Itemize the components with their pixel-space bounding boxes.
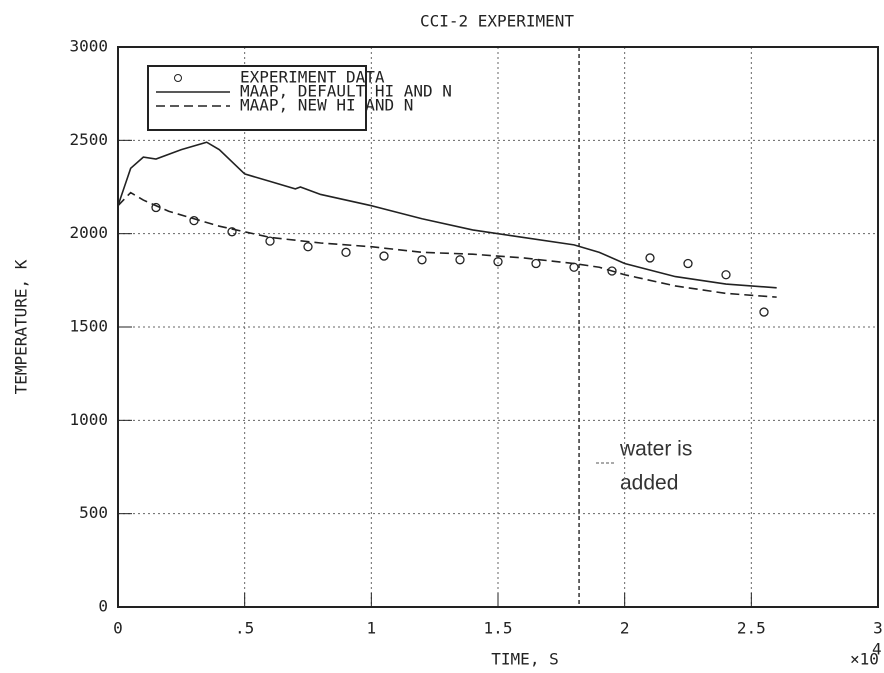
- data-point: [569, 262, 579, 272]
- y-tick-label: 1500: [69, 317, 108, 336]
- y-tick-label: 1000: [69, 410, 108, 429]
- data-point: [379, 251, 389, 261]
- data-point: [455, 255, 465, 265]
- data-point: [417, 255, 427, 265]
- legend-label: MAAP, DEFAULT HI AND N: [240, 82, 452, 101]
- data-point: [493, 257, 503, 267]
- legend-label: EXPERIMENT DATA: [240, 68, 385, 87]
- legend-frame: [147, 65, 367, 131]
- series-line: [117, 141, 777, 289]
- data-point: [265, 236, 275, 246]
- chart-title: CCI-2 EXPERIMENT: [420, 12, 574, 31]
- y-tick-label: 2000: [69, 223, 108, 242]
- y-tick-label: 3000: [69, 37, 108, 56]
- y-axis-label: TEMPERATURE, K: [12, 259, 31, 394]
- plot-frame: [117, 46, 879, 608]
- data-point: [531, 258, 541, 269]
- x-tick-label: 2: [620, 619, 630, 638]
- data-point: [227, 227, 237, 237]
- y-tick-label: 0: [98, 597, 108, 616]
- x-tick-label: 3: [873, 619, 883, 638]
- x-tick-label: 1: [367, 619, 377, 638]
- x-tick-label: 0: [113, 619, 123, 638]
- x-tick-label: 1.5: [484, 619, 513, 638]
- legend-marker: [174, 74, 182, 82]
- y-tick-label: 500: [79, 503, 108, 522]
- legend-label: MAAP, NEW HI AND N: [240, 96, 413, 115]
- data-point: [645, 253, 655, 263]
- data-point: [721, 270, 731, 280]
- data-point: [759, 307, 769, 317]
- data-point: [607, 266, 617, 276]
- series-line: [117, 191, 777, 298]
- annotation: water is: [619, 438, 692, 461]
- data-point: [303, 242, 313, 252]
- x-axis-label: TIME, S: [491, 650, 558, 669]
- data-point: [341, 247, 351, 257]
- x-exponent: 4: [872, 640, 882, 659]
- annotation: added: [620, 472, 678, 495]
- data-point: [683, 258, 693, 269]
- x-tick-label: 2.5: [737, 619, 766, 638]
- data-point: [151, 202, 161, 213]
- x-tick-label: .5: [235, 619, 254, 638]
- x-multiplier: ×10: [850, 650, 879, 669]
- y-tick-label: 2500: [69, 130, 108, 149]
